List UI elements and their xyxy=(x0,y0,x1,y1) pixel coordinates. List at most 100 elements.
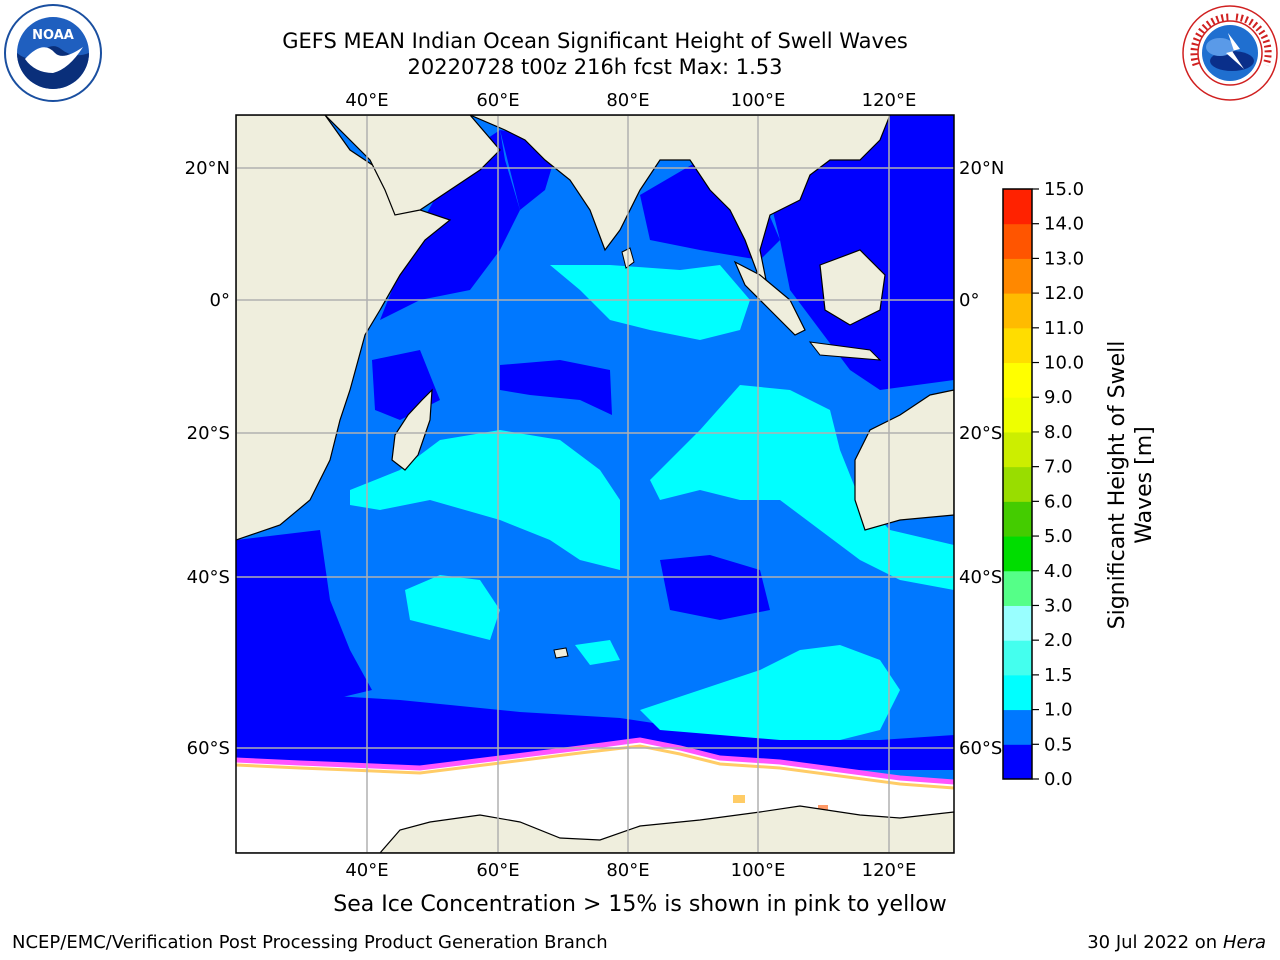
footer-host: Hera xyxy=(1222,932,1266,953)
colorbar-frame xyxy=(1002,188,1033,780)
colorbar-tick-label: 9.0 xyxy=(1044,387,1073,408)
land-kerguelen xyxy=(553,647,569,659)
colorbar-tick-label: 13.0 xyxy=(1044,248,1084,269)
lon-label: 120°E xyxy=(862,90,917,111)
national-weather-service-logo-icon xyxy=(1182,5,1278,101)
low-swell-central xyxy=(500,360,612,415)
colorbar-segment xyxy=(1003,189,1032,225)
ice-patch xyxy=(733,795,745,803)
sea-ice-note: Sea Ice Concentration > 15% is shown in … xyxy=(333,892,947,917)
land-borneo xyxy=(819,249,886,326)
colorbar-segment xyxy=(1003,709,1032,745)
colorbar-tick-label: 1.5 xyxy=(1044,665,1073,686)
colorbar-segment xyxy=(1003,466,1032,502)
noaa-logo-icon: NOAA xyxy=(4,4,102,102)
land-madagascar xyxy=(391,388,433,471)
colorbar-label: Significant Height of Swell xyxy=(1105,341,1130,630)
lon-label: 100°E xyxy=(731,860,786,881)
lat-label: 20°S xyxy=(187,423,230,444)
lat-labels-right: 20°N 0° 20°S 40°S 60°S xyxy=(959,158,1004,759)
colorbar-segment xyxy=(1003,431,1032,468)
colorbar-ticks: 0.0 0.5 1.0 1.5 2.0 3.0 4.0 5.0 6.0 7.0 8.0 9.0 10.0… xyxy=(1032,179,1084,790)
colorbar-tick-label: 5.0 xyxy=(1044,526,1073,547)
lon-label: 60°E xyxy=(476,90,519,111)
lon-label: 40°E xyxy=(345,90,388,111)
lon-label: 100°E xyxy=(731,90,786,111)
colorbar-segment xyxy=(1003,397,1032,433)
colorbar-tick-label: 3.0 xyxy=(1044,595,1073,616)
moderate-swell-equatorial xyxy=(550,265,750,340)
colorbar-segment xyxy=(1003,327,1032,364)
colorbar-tick-label: 6.0 xyxy=(1044,491,1073,512)
land-sumatra xyxy=(733,260,806,336)
colorbar-segment xyxy=(1003,570,1032,606)
lat-label: 40°S xyxy=(959,567,1002,588)
colorbar-segment xyxy=(1003,536,1032,572)
noaa-logo-text: NOAA xyxy=(32,28,74,43)
land-java xyxy=(808,341,882,361)
lon-labels-top: 40°E 60°E 80°E 100°E 120°E xyxy=(345,90,916,111)
colorbar-label-units: Waves [m] xyxy=(1132,426,1157,543)
colorbar-tick-label: 7.0 xyxy=(1044,457,1073,478)
colorbar-tick-label: 14.0 xyxy=(1044,214,1084,235)
ice-edge-pink xyxy=(236,737,954,785)
colorbar-tick-label: 0.5 xyxy=(1044,734,1073,755)
footer-credit: NCEP/EMC/Verification Post Processing Pr… xyxy=(12,932,608,953)
moderate-swell-south-madagascar xyxy=(350,430,620,570)
lon-label: 40°E xyxy=(345,860,388,881)
map-frame xyxy=(235,114,955,854)
colorbar-tick-label: 10.0 xyxy=(1044,353,1084,374)
colorbar-tick-label: 15.0 xyxy=(1044,179,1084,200)
colorbar-tick-label: 12.0 xyxy=(1044,283,1084,304)
colorbar-segment xyxy=(1003,640,1032,676)
colorbar-segment xyxy=(1003,258,1032,294)
moderate-swell-southeast xyxy=(640,645,900,740)
colorbar-segment xyxy=(1003,223,1032,259)
map-subtitle: 20220728 t00z 216h fcst Max: 1.53 xyxy=(407,55,783,79)
moderate-swell-southwest xyxy=(405,575,500,640)
colorbar-tick-label: 4.0 xyxy=(1044,561,1073,582)
colorbar-segment xyxy=(1003,605,1032,641)
lat-label: 0° xyxy=(210,290,230,311)
colorbar-tick-label: 11.0 xyxy=(1044,318,1084,339)
lon-label: 80°E xyxy=(606,860,649,881)
footer-timestamp: 30 Jul 2022 on Hera xyxy=(1087,932,1266,953)
colorbar-segment xyxy=(1003,501,1032,537)
lat-label: 20°N xyxy=(185,158,230,179)
lon-label: 60°E xyxy=(476,860,519,881)
land-south-asia xyxy=(469,115,891,301)
land-antarctica xyxy=(236,805,954,853)
lat-label: 60°S xyxy=(187,738,230,759)
colorbar xyxy=(1003,189,1032,780)
lat-label: 20°N xyxy=(959,158,1004,179)
colorbar-tick-label: 0.0 xyxy=(1044,769,1073,790)
lat-labels-left: 20°N 0° 20°S 40°S 60°S xyxy=(185,158,230,759)
colorbar-segment xyxy=(1003,362,1032,398)
lat-label: 60°S xyxy=(959,738,1002,759)
ice-edge-yellow xyxy=(236,744,954,790)
colorbar-tick-label: 1.0 xyxy=(1044,700,1073,721)
land-australia xyxy=(854,389,954,531)
lat-label: 0° xyxy=(959,290,979,311)
map-field xyxy=(236,115,954,853)
lat-label: 20°S xyxy=(959,423,1002,444)
lon-labels-bottom: 40°E 60°E 80°E 100°E 120°E xyxy=(345,860,916,881)
moderate-swell-kerguelen xyxy=(575,640,620,665)
graticule xyxy=(236,115,954,853)
low-swell-south xyxy=(236,690,954,770)
colorbar-tick-label: 2.0 xyxy=(1044,630,1073,651)
colorbar-segment xyxy=(1003,744,1032,780)
colorbar-segment xyxy=(1003,293,1032,329)
map-title: GEFS MEAN Indian Ocean Significant Heigh… xyxy=(282,29,908,53)
colorbar-segment xyxy=(1003,674,1032,711)
lat-label: 40°S xyxy=(187,567,230,588)
low-swell-south-central xyxy=(660,555,770,620)
colorbar-tick-label: 8.0 xyxy=(1044,422,1073,443)
moderate-swell-east xyxy=(650,385,954,590)
low-swell-somali xyxy=(360,130,520,330)
lon-label: 80°E xyxy=(606,90,649,111)
land-arabia xyxy=(324,115,501,216)
lon-label: 120°E xyxy=(862,860,917,881)
footer-date: 30 Jul 2022 on xyxy=(1087,932,1223,953)
